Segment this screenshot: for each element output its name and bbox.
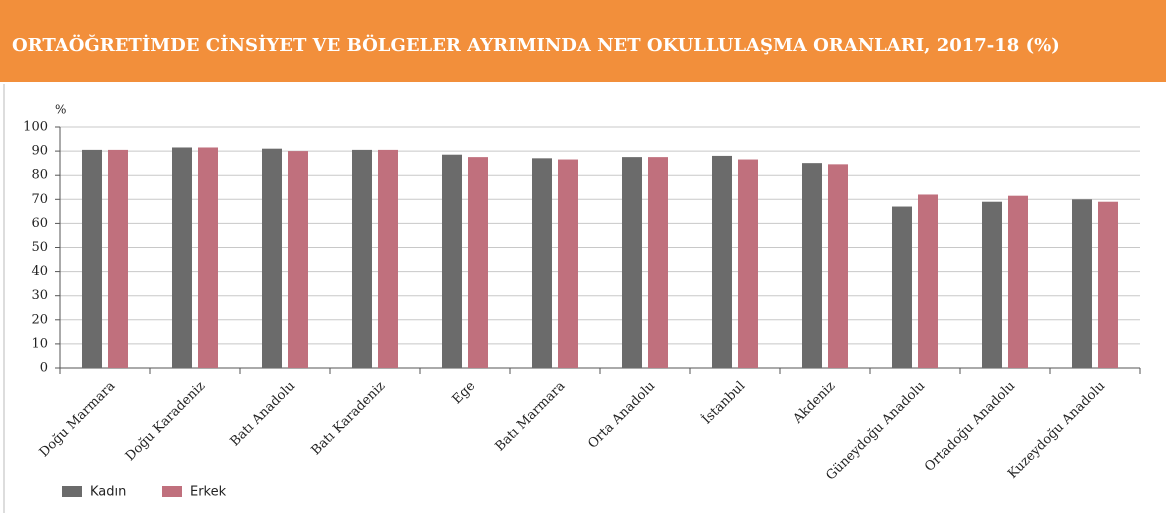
x-tick-label: Ortadoğu Anadolu: [922, 379, 1018, 475]
x-tick-label: Güneydoğu Anadolu: [823, 379, 928, 484]
bar: [1008, 195, 1028, 368]
y-tick-label: 30: [31, 288, 48, 303]
bar: [288, 151, 308, 368]
bar: [712, 155, 732, 368]
bar: [1072, 199, 1092, 368]
chart-title: ORTAÖĞRETİMDE CİNSİYET VE BÖLGELER AYRIM…: [12, 33, 1060, 56]
x-tick-label: Batı Marmara: [493, 379, 569, 455]
bar: [442, 154, 462, 368]
x-tick-label: Akdeniz: [790, 379, 839, 428]
x-tick-label: Ege: [450, 378, 479, 407]
y-tick-label: 100: [23, 120, 48, 135]
bar: [918, 194, 938, 368]
bar: [108, 149, 128, 368]
bar: [622, 157, 642, 368]
bar: [982, 201, 1002, 368]
y-tick-label: 0: [40, 361, 48, 376]
y-tick-label: 10: [31, 336, 48, 351]
y-tick-label: 50: [31, 240, 48, 255]
bar: [198, 147, 218, 368]
legend-label: Kadın: [90, 485, 126, 500]
bar: [352, 149, 372, 368]
bar: [172, 147, 192, 368]
legend-swatch: [62, 486, 82, 497]
bar: [262, 148, 282, 368]
bar: [648, 157, 668, 368]
x-tick-label: Batı Anadolu: [228, 379, 299, 450]
header-band: [0, 0, 1166, 82]
y-tick-label: 90: [31, 144, 48, 159]
bar: [82, 149, 102, 368]
y-axis-label: %: [55, 103, 66, 117]
legend-label: Erkek: [190, 485, 227, 500]
x-tick-label: Kuzeydoğu Anadolu: [1005, 379, 1108, 482]
bar: [892, 206, 912, 368]
x-tick-label: Doğu Karadeniz: [123, 379, 209, 465]
legend-swatch: [162, 486, 182, 497]
bar: [378, 149, 398, 368]
bar: [1098, 201, 1118, 368]
x-tick-label: Doğu Marmara: [37, 379, 119, 461]
y-tick-label: 20: [31, 312, 48, 327]
bar: [558, 159, 578, 368]
bar: [532, 158, 552, 368]
x-tick-label: Batı Karadeniz: [309, 379, 389, 459]
y-tick-label: 40: [31, 264, 48, 279]
y-tick-label: 60: [31, 216, 48, 231]
x-tick-label: İstanbul: [698, 377, 748, 427]
y-tick-label: 70: [31, 192, 48, 207]
y-tick-label: 80: [31, 168, 48, 183]
bar: [828, 164, 848, 368]
x-tick-label: Orta Anadolu: [585, 379, 658, 452]
bar: [802, 163, 822, 368]
bar: [468, 157, 488, 368]
bar: [738, 159, 758, 368]
